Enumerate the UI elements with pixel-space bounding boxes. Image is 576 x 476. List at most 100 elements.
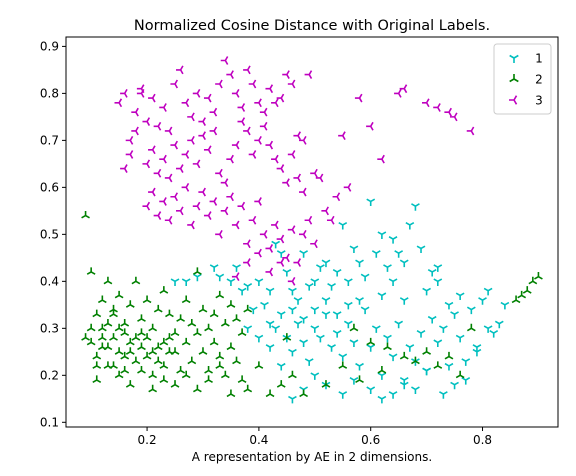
- data-point: [399, 351, 409, 360]
- data-point: [203, 93, 212, 103]
- data-point: [444, 107, 452, 117]
- data-point: [131, 126, 139, 136]
- data-point: [193, 384, 202, 393]
- data-point: [137, 342, 146, 351]
- data-point: [450, 311, 459, 319]
- data-point: [293, 173, 302, 183]
- data-point: [439, 325, 448, 333]
- legend-box: [493, 43, 552, 115]
- y-tick-label: 0.2: [40, 369, 59, 383]
- data-point: [411, 203, 420, 211]
- data-point: [528, 276, 538, 285]
- chart-title: Normalized Cosine Distance with Original…: [134, 18, 490, 34]
- data-point: [92, 361, 102, 369]
- data-point: [148, 384, 158, 393]
- data-point: [203, 211, 212, 220]
- x-axis-label: A representation by AE in 2 dimensions.: [192, 450, 432, 464]
- data-point: [310, 325, 320, 333]
- data-point: [388, 278, 398, 286]
- data-point: [231, 220, 240, 230]
- data-point: [450, 381, 459, 390]
- plot-area: [81, 56, 543, 404]
- data-point: [316, 264, 325, 272]
- data-point: [287, 225, 296, 235]
- data-point: [165, 347, 174, 355]
- data-point: [148, 187, 156, 197]
- data-point: [433, 339, 443, 348]
- data-point: [265, 389, 275, 398]
- data-point: [159, 361, 169, 369]
- data-point: [360, 273, 370, 282]
- data-point: [120, 319, 130, 327]
- data-point: [366, 386, 376, 395]
- data-point: [265, 140, 274, 150]
- data-point: [131, 356, 141, 365]
- data-point: [209, 309, 219, 318]
- data-point: [226, 278, 236, 286]
- data-point: [243, 239, 251, 249]
- data-point: [215, 290, 225, 299]
- data-point: [248, 79, 257, 89]
- data-point: [142, 295, 152, 304]
- data-point: [327, 344, 336, 352]
- data-point: [517, 290, 527, 299]
- data-point: [231, 272, 240, 282]
- data-point: [142, 159, 151, 169]
- data-point: [209, 107, 218, 117]
- data-point: [97, 323, 107, 332]
- data-point: [377, 372, 387, 380]
- data-point: [343, 182, 352, 192]
- data-point: [276, 380, 286, 388]
- data-point: [321, 206, 329, 216]
- data-point: [153, 304, 163, 313]
- data-point: [181, 98, 190, 108]
- data-point: [226, 300, 236, 308]
- x-tick-label: 0.8: [473, 433, 492, 447]
- data-point: [371, 325, 381, 333]
- data-point: [276, 362, 286, 371]
- data-point: [449, 112, 458, 122]
- data-point: [136, 88, 145, 98]
- data-point: [411, 356, 420, 365]
- data-point: [114, 323, 124, 332]
- data-point: [181, 295, 191, 304]
- data-point: [293, 131, 302, 141]
- data-point: [181, 150, 190, 159]
- data-point: [181, 278, 191, 286]
- data-point: [383, 264, 392, 272]
- data-point: [433, 361, 443, 369]
- data-point: [377, 231, 387, 239]
- y-tick-label: 0.8: [40, 87, 59, 101]
- x-tick-label: 0.6: [361, 433, 380, 447]
- data-point: [97, 295, 107, 304]
- data-point: [237, 375, 247, 384]
- data-point: [455, 292, 465, 301]
- data-point: [304, 358, 314, 366]
- data-point: [332, 268, 342, 277]
- data-point: [97, 333, 107, 341]
- data-point: [354, 93, 363, 103]
- data-point: [137, 366, 146, 374]
- data-point: [321, 297, 331, 305]
- data-point: [522, 286, 532, 294]
- data-point: [483, 325, 493, 333]
- data-point: [355, 259, 364, 268]
- data-point: [461, 358, 471, 366]
- data-point: [243, 384, 253, 393]
- data-point: [282, 70, 290, 79]
- data-point: [338, 221, 348, 230]
- data-point: [338, 391, 348, 399]
- data-point: [259, 121, 268, 131]
- legend-label: 3: [535, 94, 543, 108]
- data-point: [232, 356, 241, 365]
- data-point: [489, 330, 499, 338]
- data-point: [243, 283, 253, 291]
- data-point: [125, 347, 135, 355]
- data-point: [198, 347, 208, 355]
- data-point: [159, 375, 169, 384]
- data-point: [92, 351, 102, 360]
- data-point: [254, 334, 264, 343]
- data-point: [304, 70, 313, 79]
- data-point: [321, 380, 331, 388]
